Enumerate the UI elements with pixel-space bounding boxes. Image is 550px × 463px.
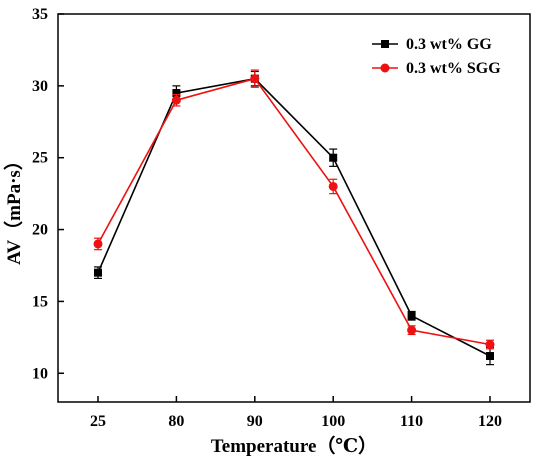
- y-tick-label: 35: [32, 6, 48, 23]
- data-point: [171, 95, 181, 105]
- x-tick-label: 80: [168, 413, 184, 430]
- data-point: [328, 181, 338, 191]
- legend-marker: [380, 63, 390, 73]
- x-tick-label: 120: [478, 413, 502, 430]
- x-tick-label: 90: [247, 413, 263, 430]
- x-tick-label: 25: [90, 413, 106, 430]
- data-point: [172, 89, 181, 98]
- y-axis-label: AV（mPa·s）: [2, 151, 25, 265]
- y-tick-label: 25: [32, 150, 48, 167]
- x-tick-label: 100: [321, 413, 345, 430]
- data-point: [250, 74, 260, 84]
- legend-label: 0.3 wt% GG: [406, 36, 492, 53]
- legend-item: 0.3 wt% GG: [372, 36, 492, 53]
- legend: 0.3 wt% GG 0.3 wt% SGG: [372, 36, 501, 77]
- y-tick-label: 20: [32, 222, 48, 239]
- series-line: [97, 77, 491, 357]
- series-1: [94, 70, 494, 366]
- data-point: [329, 153, 338, 162]
- series-layer: [93, 69, 495, 366]
- y-tick-label: 15: [32, 293, 48, 310]
- x-axis-label: Temperature（℃）: [211, 434, 377, 457]
- data-point: [93, 239, 103, 249]
- legend-item: 0.3 wt% SGG: [372, 60, 501, 77]
- series-line: [97, 77, 491, 346]
- data-point: [486, 352, 494, 361]
- data-point: [94, 268, 102, 277]
- data-point: [407, 325, 417, 335]
- data-point: [485, 340, 495, 350]
- x-tick-label: 110: [400, 413, 423, 430]
- x-axis: 25 80 90 100 110 120: [90, 396, 502, 430]
- data-point: [407, 311, 416, 320]
- legend-marker: [381, 40, 389, 48]
- y-axis: 10 15 20 25 30 35: [32, 6, 64, 382]
- plot-frame: [57, 13, 531, 403]
- legend-label: 0.3 wt% SGG: [406, 60, 501, 77]
- y-tick-label: 10: [32, 365, 48, 382]
- y-tick-label: 30: [32, 78, 48, 95]
- series-2: [93, 69, 495, 350]
